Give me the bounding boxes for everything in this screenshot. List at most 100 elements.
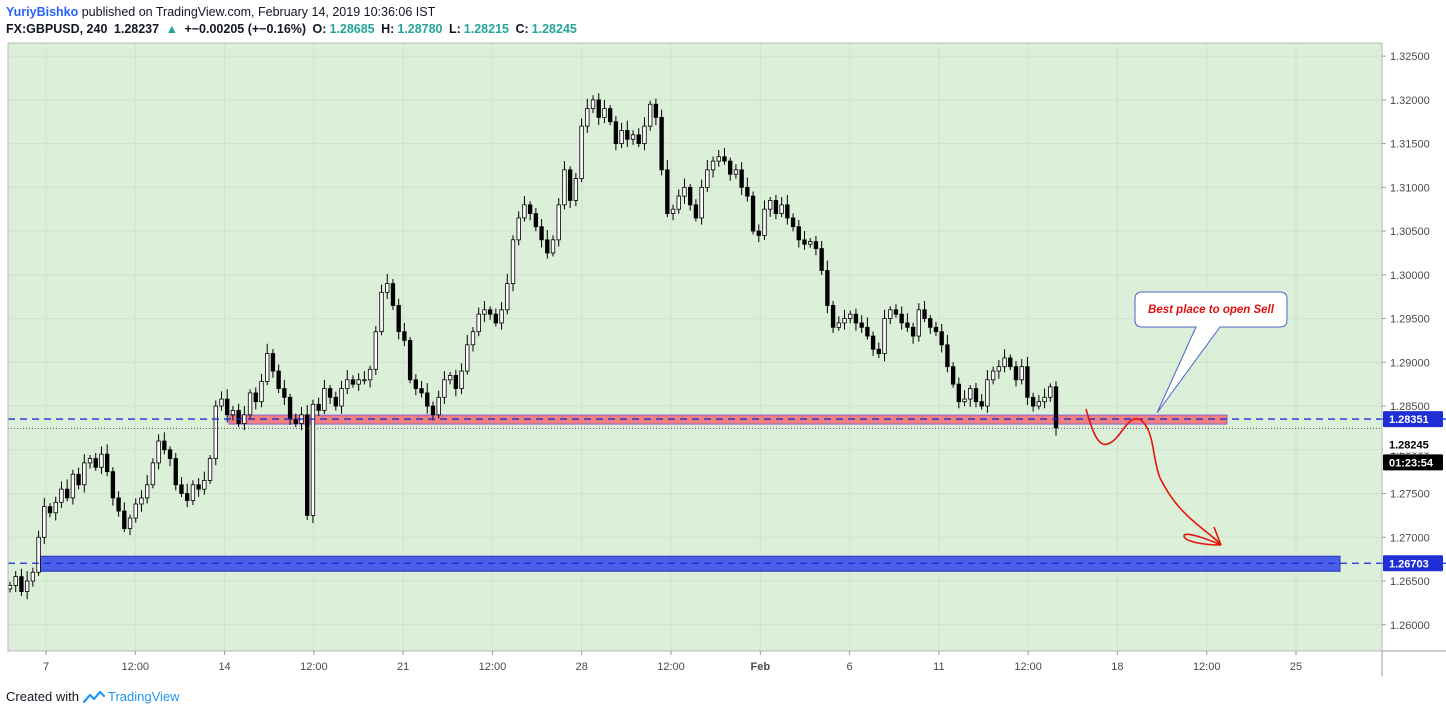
price-axis[interactable]: 1.32500 1.32000 1.31500 1.31000 1.30500 1.300…: [1382, 51, 1430, 632]
candle-down: [956, 383, 962, 403]
x-tick-label: 12:00: [1014, 661, 1042, 673]
price-labels: 1.28351 1.28245 01:23:54 1.26703: [1383, 411, 1443, 572]
candle-up: [996, 366, 1002, 372]
candle-up: [447, 375, 453, 381]
tradingview-brand[interactable]: TradingView: [82, 689, 180, 704]
candle-up: [670, 208, 676, 214]
y-tick-label: 1.29000: [1390, 357, 1430, 369]
candle-down: [413, 379, 418, 389]
candle-up: [265, 353, 270, 382]
low-value: 1.28215: [463, 22, 509, 36]
candle-down: [613, 121, 619, 145]
candle-up: [1019, 366, 1024, 381]
candle-down: [607, 108, 613, 123]
time-axis[interactable]: 7 12:00 14 12:00 21 12:00 28 12:00 Feb 6 11 12:00 18…: [43, 651, 1302, 673]
candle-down: [659, 116, 664, 171]
candle-down: [1008, 357, 1013, 368]
candle-up: [30, 571, 36, 582]
y-tick-label: 1.28500: [1390, 401, 1430, 413]
candle-down: [110, 471, 116, 499]
candle-down: [870, 335, 876, 350]
candle-down: [93, 458, 98, 468]
candle-down: [47, 506, 53, 514]
candle-up: [476, 313, 481, 333]
candle-down: [939, 331, 944, 346]
candle-up: [516, 217, 521, 241]
candle-up: [676, 195, 681, 210]
candle-down: [287, 396, 293, 420]
candle-up: [53, 501, 58, 514]
candle-down: [116, 497, 121, 512]
author-link[interactable]: YuriyBishko: [6, 5, 79, 19]
current-price-label: 1.28245: [1389, 439, 1429, 451]
candle-down: [104, 453, 110, 473]
candle-up: [459, 370, 464, 389]
candle-down: [19, 576, 24, 592]
candle-down: [819, 248, 824, 271]
candle-up: [505, 283, 510, 311]
candle-up: [70, 473, 76, 499]
candle-up: [1036, 401, 1042, 407]
candle-up: [585, 108, 590, 127]
candle-up: [356, 379, 361, 385]
candle-down: [693, 204, 699, 219]
callout-text: Best place to open Sell: [1148, 304, 1275, 316]
candle-down: [636, 134, 641, 145]
candle-down: [722, 156, 727, 162]
candle-down: [533, 213, 539, 228]
x-tick-label: 11: [933, 661, 944, 673]
candle-down: [179, 484, 184, 494]
brand-name: TradingView: [107, 689, 180, 704]
candle-down: [1025, 366, 1030, 398]
y-tick-label: 1.31500: [1390, 139, 1430, 151]
candle-down: [950, 366, 956, 385]
candle-up: [699, 186, 704, 219]
candle-down: [316, 403, 321, 411]
candle-down: [905, 322, 910, 328]
candle-down: [859, 322, 864, 328]
x-tick-label: 6: [847, 661, 853, 673]
candle-up: [373, 331, 378, 370]
candle-up: [219, 398, 224, 407]
publish-info: YuriyBishko published on TradingView.com…: [6, 5, 435, 19]
x-tick-label: Feb: [751, 661, 771, 673]
x-tick-label: 12:00: [1193, 661, 1221, 673]
candle-down: [64, 488, 70, 499]
candle-up: [522, 204, 527, 219]
symbol-name: FX:GBPUSD, 240: [6, 22, 108, 36]
candle-down: [899, 313, 904, 324]
price-chart[interactable]: Best place to open Sell 1.325001.320001.…: [0, 0, 1446, 682]
candle-up: [213, 405, 218, 459]
candle-down: [425, 392, 430, 407]
x-tick-label: 12:00: [657, 661, 685, 673]
candle-down: [1013, 366, 1019, 381]
x-tick-label: 21: [397, 661, 409, 673]
y-tick-label: 1.26000: [1390, 620, 1430, 632]
candle-up: [99, 453, 104, 468]
candle-up: [882, 318, 887, 354]
candle-down: [327, 388, 333, 398]
candle-up: [190, 484, 196, 501]
candle-down: [853, 313, 859, 324]
candle-up: [682, 186, 687, 197]
y-tick-label: 1.27500: [1390, 489, 1430, 501]
candle-down: [276, 370, 281, 389]
candle-up: [470, 331, 476, 346]
x-tick-label: 25: [1290, 661, 1302, 673]
candle-down: [253, 392, 258, 403]
x-tick-label: 12:00: [122, 661, 150, 673]
candle-down: [945, 344, 950, 368]
candle-up: [716, 156, 721, 162]
low-label: L:: [448, 22, 461, 36]
candle-up: [710, 160, 716, 171]
candle-up: [156, 440, 161, 464]
candle-down: [1053, 386, 1059, 429]
candle-down: [933, 326, 939, 333]
candle-down: [185, 493, 190, 501]
candle-down: [893, 309, 899, 315]
candle-down: [487, 309, 493, 315]
current-price-label-bg: [1383, 436, 1443, 453]
candle-down: [688, 186, 693, 206]
candle-down: [236, 410, 241, 424]
candle-up: [1002, 357, 1007, 368]
